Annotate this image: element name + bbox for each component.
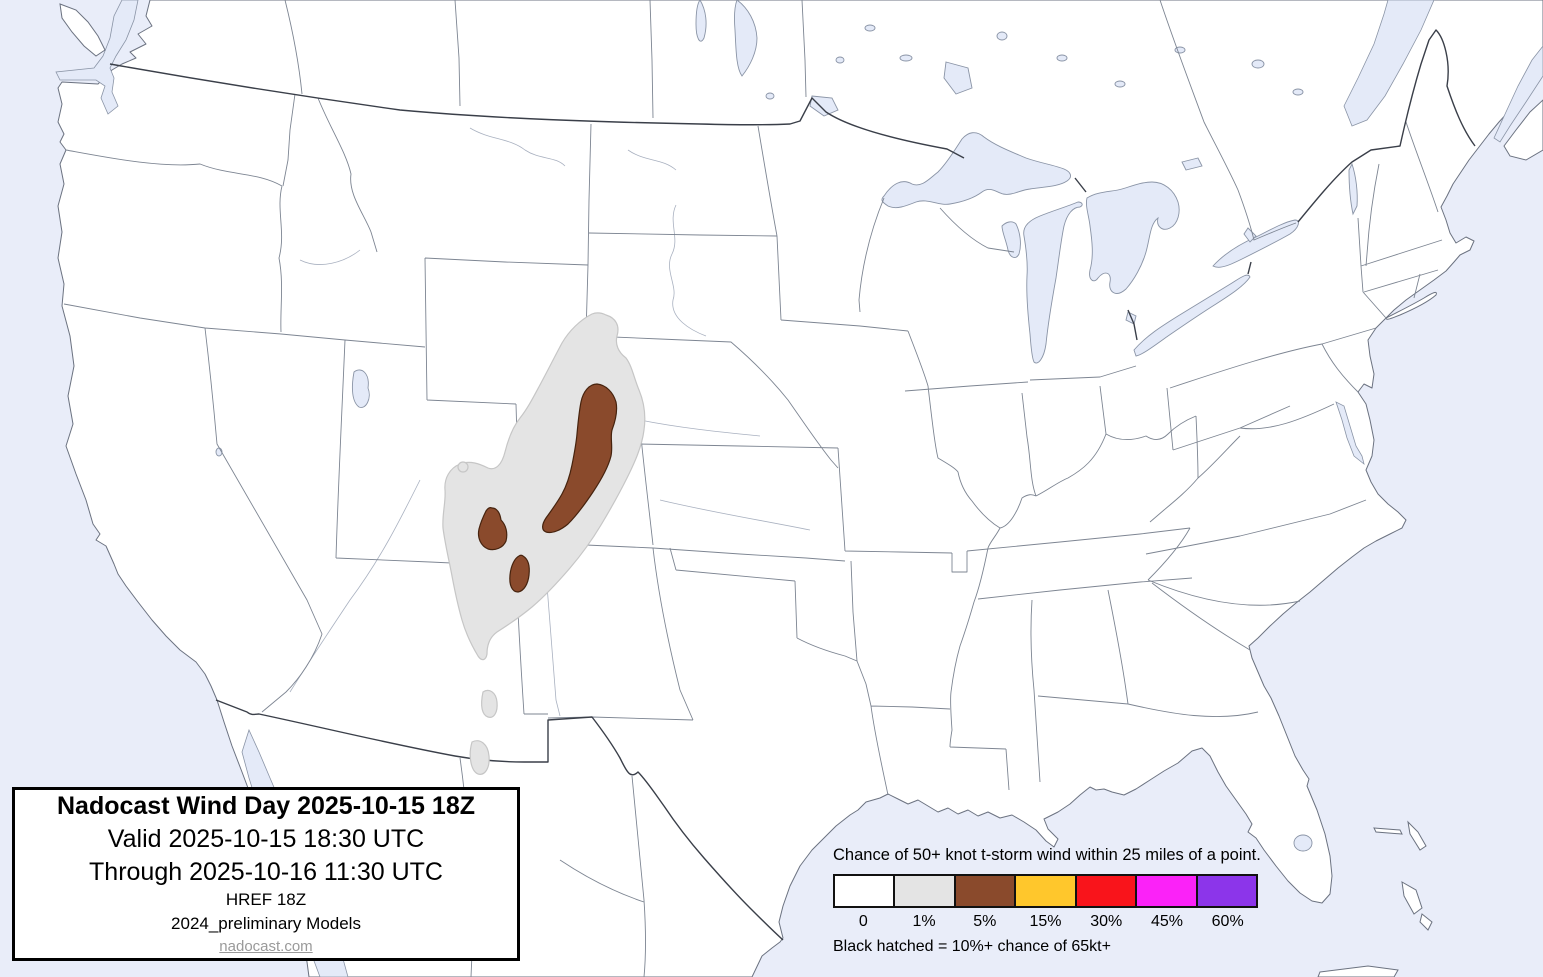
lake-winnipeg bbox=[733, 0, 758, 77]
contour-1pct-small-area-south bbox=[469, 740, 490, 775]
central-state-borders bbox=[588, 125, 1259, 796]
missouri-river-mt bbox=[469, 127, 566, 167]
legend-labels: 0 1% 5% 15% 30% 45% 60% bbox=[833, 913, 1258, 931]
through-time: Through 2025-10-16 11:30 UTC bbox=[89, 857, 443, 886]
us-mexico-border bbox=[215, 699, 784, 941]
legend-label-60pct: 60% bbox=[1211, 913, 1244, 930]
st-lawrence-estuary-water bbox=[1343, 0, 1435, 127]
legend-label-0: 0 bbox=[858, 913, 868, 930]
contour-5pct-west-area bbox=[477, 507, 508, 551]
legend-swatch-15pct bbox=[1016, 876, 1077, 906]
nova-scotia bbox=[1503, 99, 1543, 161]
legend-swatch-5pct bbox=[955, 876, 1017, 906]
lake-champlain bbox=[1348, 162, 1358, 216]
canadian-lake bbox=[1114, 80, 1126, 88]
lakes bbox=[215, 0, 1358, 852]
contour-1pct-dot bbox=[457, 461, 469, 473]
great-salt-lake bbox=[351, 369, 370, 408]
legend-swatch-30pct bbox=[1076, 876, 1138, 906]
canadian-lake bbox=[765, 92, 775, 100]
bahamas-abaco bbox=[1407, 820, 1427, 851]
bahamas-andros bbox=[1401, 881, 1423, 915]
model-run: HREF 18Z bbox=[225, 890, 307, 910]
canadian-lake bbox=[1056, 54, 1068, 62]
vancouver-island bbox=[59, 3, 106, 57]
lake-superior bbox=[881, 132, 1071, 209]
legend: Chance of 50+ knot t-storm wind within 2… bbox=[833, 846, 1265, 956]
canadian-lake bbox=[864, 24, 876, 32]
lake-nipigon bbox=[943, 61, 973, 95]
missouri-river-sd bbox=[669, 204, 707, 337]
legend-label-15pct: 15% bbox=[1029, 913, 1062, 930]
north-america-landmass bbox=[57, 0, 1543, 977]
wind-contour-5pct bbox=[477, 383, 618, 593]
legend-footnote: Black hatched = 10%+ chance of 65kt+ bbox=[833, 938, 1111, 955]
us-canada-border bbox=[109, 29, 1476, 341]
long-island bbox=[1385, 291, 1437, 320]
canadian-lake bbox=[1251, 59, 1265, 69]
lake-of-the-woods bbox=[809, 95, 839, 117]
valid-time: Valid 2025-10-15 18:30 UTC bbox=[107, 825, 425, 854]
legend-label-5pct: 5% bbox=[973, 913, 997, 930]
islands bbox=[59, 3, 1543, 977]
lake-okeechobee bbox=[1293, 834, 1313, 852]
lake-nipissing bbox=[1181, 157, 1203, 171]
title-box: Nadocast Wind Day 2025-10-15 18Z Valid 2… bbox=[12, 787, 520, 961]
international-borders bbox=[109, 29, 1476, 941]
legend-label-30pct: 30% bbox=[1090, 913, 1123, 930]
contour-5pct-south-area bbox=[509, 554, 530, 593]
lake-simcoe bbox=[1243, 227, 1257, 243]
legend-title: Chance of 50+ knot t-storm wind within 2… bbox=[833, 846, 1261, 864]
canadian-lake bbox=[1174, 46, 1186, 54]
canadian-lake bbox=[899, 54, 913, 62]
cuba-coast-sliver bbox=[1317, 965, 1399, 977]
canadian-lake bbox=[835, 56, 845, 64]
bahamas-eleuthera bbox=[1419, 913, 1433, 931]
souris-river-nd bbox=[627, 149, 677, 171]
lake-manitoba bbox=[695, 0, 707, 42]
platte-river bbox=[639, 419, 761, 437]
legend-swatch-60pct bbox=[1197, 876, 1256, 906]
state-borders bbox=[63, 93, 1443, 796]
green-bay bbox=[1001, 221, 1021, 258]
chesapeake-bay-water bbox=[1335, 401, 1365, 466]
puget-sound-water bbox=[55, 0, 139, 115]
contour-1pct-small-area-north bbox=[481, 689, 498, 718]
canadian-lake bbox=[1292, 88, 1304, 96]
legend-swatch-1pct bbox=[895, 876, 956, 906]
legend-label-1pct: 1% bbox=[912, 913, 936, 930]
eastern-state-borders bbox=[1145, 121, 1443, 651]
legend-swatch-0 bbox=[835, 876, 896, 906]
snake-river bbox=[299, 249, 361, 265]
forecast-title: Nadocast Wind Day 2025-10-15 18Z bbox=[56, 792, 475, 821]
lake-michigan bbox=[1023, 201, 1083, 364]
canadian-province-borders bbox=[284, 0, 1297, 241]
arkansas-river bbox=[659, 499, 811, 531]
nadocast-link[interactable]: nadocast.com bbox=[219, 938, 313, 956]
bahamas-grand-bahama bbox=[1373, 827, 1403, 835]
legend-swatch-45pct bbox=[1137, 876, 1198, 906]
canadian-lake bbox=[996, 31, 1008, 41]
model-version: 2024_preliminary Models bbox=[171, 914, 361, 934]
legend-swatches bbox=[833, 874, 1258, 908]
bay-of-fundy-water bbox=[1493, 45, 1543, 143]
wind-probability-contours bbox=[442, 312, 646, 775]
legend-label-45pct: 45% bbox=[1150, 913, 1183, 930]
contour-5pct-main-area bbox=[542, 383, 618, 534]
lake-huron bbox=[1086, 181, 1180, 294]
lake-erie bbox=[1133, 274, 1251, 357]
